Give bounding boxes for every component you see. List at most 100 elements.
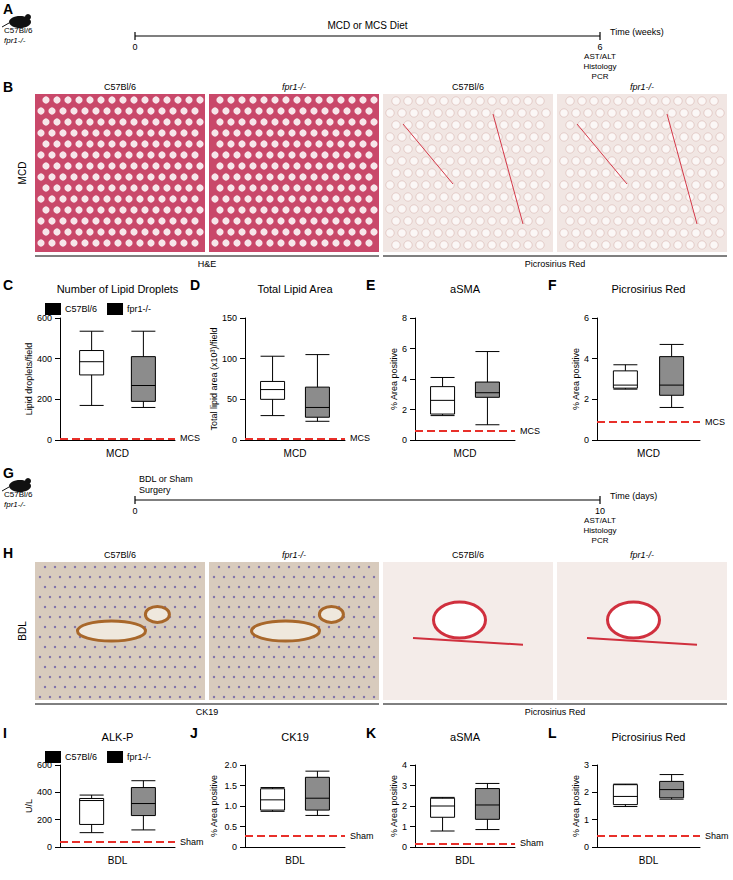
svg-text:CK19: CK19: [196, 707, 219, 717]
svg-text:F: F: [548, 277, 557, 293]
svg-text:C57Bl/6: C57Bl/6: [104, 550, 136, 560]
svg-text:B: B: [3, 79, 13, 95]
svg-text:BDL: BDL: [17, 621, 28, 641]
svg-text:AST/ALT: AST/ALT: [584, 52, 616, 61]
svg-text:C57Bl/6: C57Bl/6: [65, 304, 97, 314]
svg-text:6: 6: [402, 344, 407, 354]
svg-text:0: 0: [47, 435, 52, 445]
svg-text:Sham: Sham: [705, 831, 729, 841]
svg-text:1.0: 1.0: [224, 801, 237, 811]
svg-text:K: K: [366, 725, 376, 741]
svg-text:Picrosirius Red: Picrosirius Red: [525, 259, 586, 269]
svg-text:Sham: Sham: [350, 831, 374, 841]
svg-text:2: 2: [402, 405, 407, 415]
svg-text:C57Bl/6: C57Bl/6: [452, 550, 484, 560]
svg-text:BDL or Sham: BDL or Sham: [139, 474, 193, 484]
svg-text:C57Bl/6: C57Bl/6: [65, 752, 97, 762]
svg-text:I: I: [3, 725, 7, 741]
svg-text:0: 0: [132, 42, 137, 52]
svg-text:Number of Lipid Droplets: Number of Lipid Droplets: [57, 283, 179, 295]
svg-text:fpr1-/-: fpr1-/-: [282, 550, 306, 560]
svg-text:Histology: Histology: [584, 526, 617, 535]
svg-text:fpr1-/-: fpr1-/-: [630, 82, 654, 92]
svg-text:PCR: PCR: [592, 72, 609, 81]
svg-text:MCD: MCD: [454, 448, 477, 459]
svg-text:6: 6: [597, 42, 602, 52]
svg-text:PCR: PCR: [592, 536, 609, 545]
svg-text:Sham: Sham: [520, 838, 544, 848]
svg-text:fpr1-/-: fpr1-/-: [127, 752, 151, 762]
svg-text:BDL: BDL: [285, 855, 305, 866]
svg-text:2: 2: [402, 801, 407, 811]
svg-text:Histology: Histology: [584, 62, 617, 71]
svg-text:L: L: [548, 725, 557, 741]
svg-text:0: 0: [47, 842, 52, 852]
svg-text:fpr1-/-: fpr1-/-: [282, 82, 306, 92]
svg-text:BDL: BDL: [639, 855, 659, 866]
svg-text:Time (weeks): Time (weeks): [610, 27, 664, 37]
svg-text:0.5: 0.5: [224, 822, 237, 832]
svg-text:fpr1-/-: fpr1-/-: [630, 550, 654, 560]
svg-text:1: 1: [584, 815, 589, 825]
svg-text:8: 8: [402, 313, 407, 323]
svg-text:Time (days): Time (days): [610, 491, 657, 501]
svg-text:3: 3: [584, 760, 589, 770]
svg-text:% Area positive: % Area positive: [571, 348, 581, 410]
svg-text:0: 0: [584, 435, 589, 445]
svg-text:fpr1-/-: fpr1-/-: [4, 500, 26, 509]
svg-text:Picrosirius Red: Picrosirius Red: [612, 283, 686, 295]
svg-text:C57Bl/6: C57Bl/6: [4, 490, 33, 499]
svg-text:H: H: [3, 545, 13, 561]
svg-text:A: A: [3, 1, 13, 17]
svg-text:U/L: U/L: [24, 799, 34, 813]
svg-text:ALK-P: ALK-P: [102, 731, 134, 743]
svg-text:% Area positive: % Area positive: [389, 348, 399, 410]
svg-text:MCD: MCD: [106, 448, 129, 459]
svg-text:BDL: BDL: [455, 855, 475, 866]
svg-text:% Area positive: % Area positive: [389, 775, 399, 837]
svg-text:CK19: CK19: [281, 731, 309, 743]
svg-text:6: 6: [584, 313, 589, 323]
svg-text:H&E: H&E: [198, 259, 217, 269]
svg-text:50: 50: [227, 394, 237, 404]
svg-text:MCD: MCD: [637, 448, 660, 459]
svg-text:MCD: MCD: [284, 448, 307, 459]
svg-text:MCS: MCS: [180, 433, 200, 443]
svg-text:400: 400: [37, 787, 52, 797]
svg-text:100: 100: [222, 354, 237, 364]
svg-text:fpr1-/-: fpr1-/-: [4, 36, 26, 45]
svg-text:C: C: [3, 277, 13, 293]
svg-text:0: 0: [232, 842, 237, 852]
svg-text:C57Bl/6: C57Bl/6: [4, 26, 33, 35]
svg-text:MCS: MCS: [705, 417, 725, 427]
svg-text:% Area positive: % Area positive: [209, 775, 219, 837]
svg-text:E: E: [366, 277, 375, 293]
svg-text:2: 2: [584, 394, 589, 404]
svg-text:MCS: MCS: [350, 433, 370, 443]
svg-text:400: 400: [37, 354, 52, 364]
svg-text:J: J: [190, 725, 198, 741]
svg-text:MCS: MCS: [520, 426, 540, 436]
svg-text:Picrosirius Red: Picrosirius Red: [612, 731, 686, 743]
svg-text:3: 3: [402, 781, 407, 791]
svg-text:Total lipid area (x10³)/field: Total lipid area (x10³)/field: [209, 327, 219, 430]
svg-text:Picrosirius Red: Picrosirius Red: [525, 707, 586, 717]
svg-text:D: D: [190, 277, 200, 293]
svg-text:0: 0: [232, 435, 237, 445]
svg-text:MCD or MCS Diet: MCD or MCS Diet: [327, 20, 407, 31]
svg-text:200: 200: [37, 394, 52, 404]
svg-text:% Area positive: % Area positive: [571, 775, 581, 837]
svg-text:G: G: [3, 465, 14, 481]
svg-text:aSMA: aSMA: [450, 731, 481, 743]
svg-text:0: 0: [402, 842, 407, 852]
svg-text:4: 4: [584, 354, 589, 364]
svg-text:Sham: Sham: [180, 837, 204, 847]
svg-text:Surgery: Surgery: [139, 485, 171, 495]
svg-text:10: 10: [595, 506, 605, 516]
svg-text:4: 4: [402, 374, 407, 384]
svg-text:Total Lipid Area: Total Lipid Area: [257, 283, 333, 295]
svg-text:C57Bl/6: C57Bl/6: [452, 82, 484, 92]
svg-text:MCD: MCD: [17, 162, 28, 185]
svg-text:C57Bl/6: C57Bl/6: [104, 82, 136, 92]
svg-text:0: 0: [132, 506, 137, 516]
